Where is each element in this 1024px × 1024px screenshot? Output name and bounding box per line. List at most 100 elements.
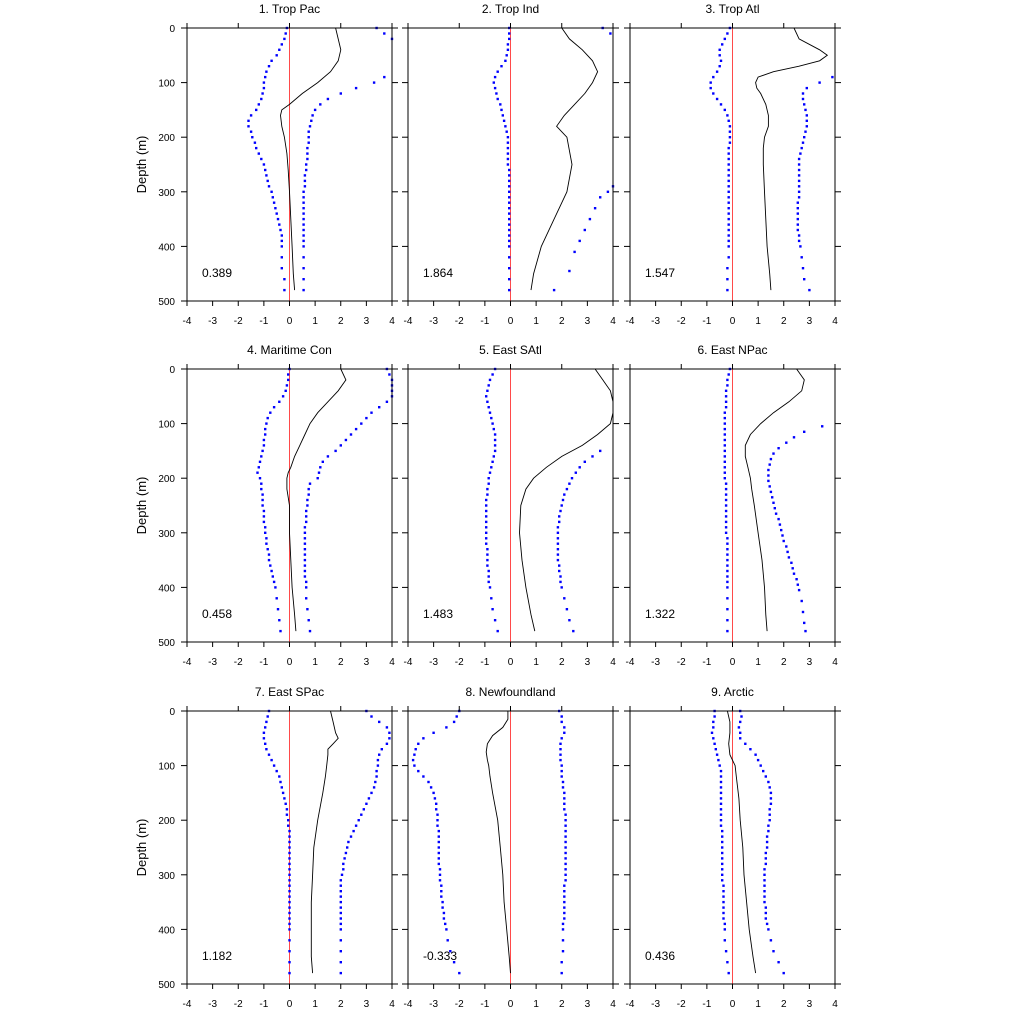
- y-tick-label: 0: [169, 707, 175, 718]
- lower-bound-point: [280, 234, 283, 237]
- upper-bound-point: [791, 567, 794, 570]
- lower-bound-point: [266, 715, 269, 718]
- lower-bound-point: [487, 406, 490, 409]
- lower-bound-point: [485, 520, 488, 524]
- upper-bound-point: [563, 791, 566, 795]
- x-tick-label: -3: [208, 999, 217, 1010]
- x-tick-label: 2: [559, 999, 565, 1010]
- lower-bound-point: [727, 174, 730, 177]
- upper-bound-point: [307, 619, 310, 622]
- lower-bound-point: [422, 775, 425, 778]
- upper-bound-point: [763, 884, 766, 887]
- lower-bound-point: [723, 433, 726, 436]
- lower-bound-point: [724, 487, 728, 491]
- lower-bound-point: [726, 32, 729, 35]
- upper-bound-point: [343, 857, 346, 860]
- upper-bound-point: [308, 629, 312, 633]
- lower-bound-point: [257, 152, 260, 155]
- lower-bound-point: [501, 114, 504, 117]
- lower-bound-point: [726, 542, 729, 545]
- upper-bound-point: [357, 819, 360, 822]
- upper-bound-point: [564, 824, 567, 827]
- lower-bound-point: [485, 498, 488, 502]
- upper-bound-point: [378, 406, 381, 409]
- lower-bound-point: [261, 493, 264, 496]
- lower-bound-point: [261, 92, 264, 95]
- upper-bound-point: [388, 373, 391, 376]
- x-tick-label: -1: [702, 316, 711, 327]
- lower-bound-point: [288, 961, 291, 964]
- upper-bound-point: [561, 780, 565, 784]
- lower-bound-point: [270, 569, 273, 573]
- lower-bound-point: [265, 422, 268, 425]
- upper-bound-point: [302, 256, 305, 259]
- lower-bound-point: [287, 824, 290, 827]
- upper-bound-point: [739, 720, 742, 724]
- lower-bound-point: [262, 731, 266, 734]
- lower-bound-point: [267, 753, 271, 756]
- upper-bound-point: [796, 207, 799, 210]
- lower-bound-point: [255, 108, 258, 112]
- upper-bound-point: [388, 737, 391, 740]
- lower-bound-point: [272, 406, 276, 409]
- lower-bound-point: [278, 619, 281, 622]
- upper-bound-point: [563, 797, 566, 800]
- x-tick-label: 1: [755, 657, 761, 668]
- lower-bound-point: [288, 922, 291, 926]
- upper-bound-point: [831, 75, 834, 79]
- lower-bound-point: [727, 190, 730, 193]
- mean-profile-line: [519, 368, 614, 632]
- upper-bound-point: [307, 487, 310, 491]
- upper-bound-point: [804, 629, 807, 633]
- upper-bound-point: [754, 753, 757, 756]
- lower-bound-point: [723, 466, 726, 469]
- lower-bound-point: [452, 720, 456, 724]
- upper-bound-point: [763, 873, 766, 876]
- lower-bound-point: [726, 580, 729, 584]
- x-tick-label: 1: [312, 999, 318, 1010]
- lower-bound-point: [505, 130, 508, 133]
- panel-title: 3. Trop Atl: [705, 2, 759, 16]
- upper-bound-point: [307, 493, 310, 496]
- upper-bound-point: [565, 608, 569, 611]
- upper-bound-point: [340, 873, 344, 876]
- upper-bound-point: [559, 753, 562, 756]
- lower-bound-point: [287, 378, 290, 382]
- lower-bound-point: [726, 378, 729, 382]
- upper-bound-point: [385, 726, 389, 729]
- upper-bound-point: [354, 427, 358, 431]
- lower-bound-point: [288, 879, 291, 882]
- lower-bound-point: [275, 769, 278, 773]
- upper-bound-point: [563, 731, 566, 734]
- lower-bound-point: [719, 802, 723, 805]
- upper-bound-point: [763, 900, 766, 904]
- upper-bound-point: [385, 742, 389, 745]
- upper-bound-point: [796, 583, 799, 586]
- lower-bound-point: [719, 797, 723, 800]
- panel: 3. Trop Atl 1.547 -4 -3 -2 -1 0 1 2 3 4: [624, 2, 841, 327]
- lower-bound-point: [280, 43, 283, 46]
- lower-bound-point: [264, 531, 267, 534]
- upper-bound-point: [804, 108, 807, 112]
- lower-bound-point: [279, 228, 282, 232]
- x-tick-label: -2: [677, 316, 686, 327]
- upper-bound-point: [797, 179, 801, 183]
- lower-bound-point: [488, 586, 492, 589]
- x-tick-label: 2: [338, 999, 344, 1010]
- lower-bound-point: [441, 906, 444, 909]
- lower-bound-point: [262, 444, 266, 447]
- lower-bound-point: [723, 427, 726, 431]
- upper-bound-point: [560, 720, 563, 724]
- upper-bound-point: [564, 835, 567, 838]
- x-tick-label: 0: [730, 657, 736, 668]
- upper-bound-point: [302, 207, 305, 210]
- upper-bound-point: [313, 108, 317, 112]
- lower-bound-point: [267, 185, 271, 188]
- upper-bound-point: [559, 509, 562, 513]
- y-tick-label: 400: [158, 583, 175, 594]
- lower-bound-point: [413, 753, 416, 756]
- panel-title: 6. East NPac: [697, 343, 767, 357]
- x-tick-label: -3: [208, 316, 217, 327]
- upper-bound-point: [764, 917, 767, 920]
- upper-bound-point: [303, 548, 307, 551]
